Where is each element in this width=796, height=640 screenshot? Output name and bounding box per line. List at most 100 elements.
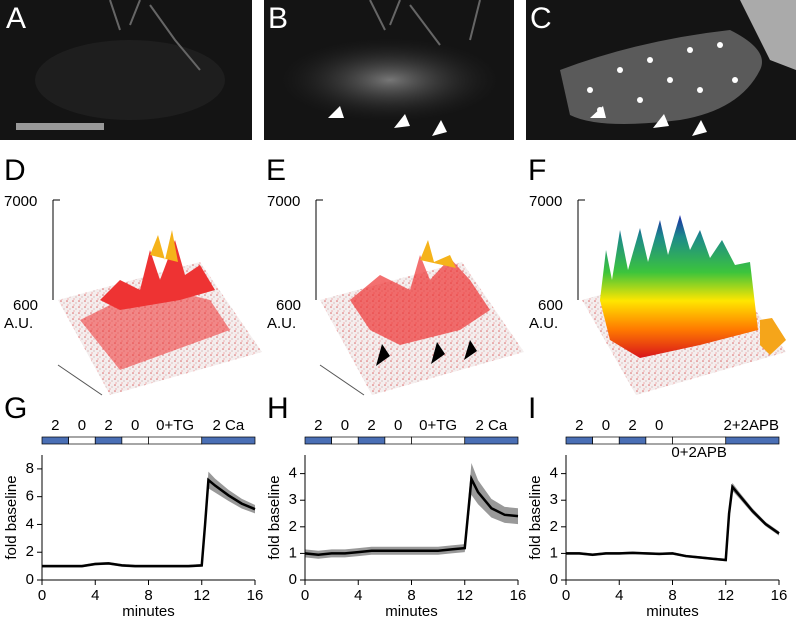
protocol-label: 0 bbox=[655, 417, 663, 434]
scale-bar bbox=[16, 123, 104, 130]
protocol-segment bbox=[464, 436, 519, 445]
x-tick-label: 0 bbox=[301, 587, 309, 604]
error-band bbox=[42, 471, 255, 568]
protocol-segment bbox=[68, 436, 96, 445]
protocol-label: 2+2APB bbox=[724, 417, 779, 434]
axis-label: 7000 bbox=[267, 193, 300, 210]
x-tick-label: 12 bbox=[456, 587, 473, 604]
x-tick-label: 8 bbox=[144, 587, 152, 604]
panel-label: G bbox=[4, 392, 27, 425]
axis-label: A.U. bbox=[267, 315, 296, 332]
protocol-segment bbox=[411, 436, 466, 445]
x-tick-label: 4 bbox=[615, 587, 623, 604]
y-tick-label: 2 bbox=[289, 518, 297, 535]
y-axis-label: fold baseline bbox=[527, 475, 544, 559]
protocol-segment bbox=[148, 436, 203, 445]
x-tick-label: 4 bbox=[354, 587, 362, 604]
protocol-label: 2 bbox=[314, 417, 322, 434]
data-line bbox=[566, 483, 780, 562]
image-a: A bbox=[0, 0, 252, 140]
protocol-segment bbox=[672, 436, 727, 445]
axis-label: 600 bbox=[538, 297, 563, 314]
x-tick-label: 0 bbox=[38, 587, 46, 604]
panel-label: D bbox=[4, 154, 26, 187]
surface-d: D 7000 600 A.U. bbox=[4, 154, 262, 396]
panel-label: B bbox=[268, 2, 288, 35]
protocol-segment bbox=[592, 436, 620, 445]
protocol-segment bbox=[357, 436, 386, 445]
data-line bbox=[42, 477, 256, 568]
axis-label: A.U. bbox=[4, 315, 33, 332]
x-tick-label: 4 bbox=[91, 587, 99, 604]
surface-e: E 7000 600 A.U. bbox=[266, 154, 524, 396]
surface-f: F 7000 600 A.U. bbox=[528, 154, 786, 395]
protocol-segment bbox=[41, 436, 69, 445]
protocol-label: 2 bbox=[51, 417, 59, 434]
protocol-label: 2 Ca bbox=[213, 417, 245, 434]
x-tick-label: 12 bbox=[193, 587, 210, 604]
protocol-label: 0 bbox=[131, 417, 139, 434]
image-c: C bbox=[526, 0, 796, 140]
x-tick-label: 16 bbox=[247, 587, 264, 604]
protocol-label: 0+TG bbox=[419, 417, 457, 434]
x-axis-label: minutes bbox=[646, 603, 699, 620]
y-tick-label: 4 bbox=[289, 465, 297, 482]
image-b: B bbox=[264, 0, 514, 140]
protocol-segment bbox=[304, 436, 332, 445]
panel-label: I bbox=[528, 392, 536, 425]
protocol-segment bbox=[725, 436, 780, 445]
y-tick-label: 1 bbox=[550, 544, 558, 561]
x-tick-label: 8 bbox=[407, 587, 415, 604]
y-tick-label: 0 bbox=[289, 571, 297, 588]
protocol-label: 2 bbox=[575, 417, 583, 434]
y-axis-label: fold baseline bbox=[266, 475, 283, 559]
panel-label: E bbox=[266, 154, 286, 187]
protocol-label: 0 bbox=[602, 417, 610, 434]
error-band bbox=[566, 482, 779, 562]
protocol-label: 2 Ca bbox=[476, 417, 508, 434]
panel-label: A bbox=[6, 2, 26, 35]
y-tick-label: 3 bbox=[550, 491, 558, 508]
y-axis-label: fold baseline bbox=[3, 475, 20, 559]
y-tick-label: 4 bbox=[550, 465, 558, 482]
x-tick-label: 16 bbox=[771, 587, 788, 604]
y-tick-label: 0 bbox=[26, 571, 34, 588]
x-tick-label: 16 bbox=[510, 587, 527, 604]
protocol-segment bbox=[201, 436, 256, 445]
axis-label: 7000 bbox=[4, 193, 37, 210]
axis-label: A.U. bbox=[529, 315, 558, 332]
x-tick-label: 8 bbox=[668, 587, 676, 604]
axis-label: 600 bbox=[13, 297, 38, 314]
protocol-label: 2 bbox=[104, 417, 112, 434]
panel-label: C bbox=[530, 2, 552, 35]
protocol-label: 2 bbox=[628, 417, 636, 434]
y-tick-label: 1 bbox=[289, 544, 297, 561]
y-tick-label: 0 bbox=[550, 571, 558, 588]
x-axis-label: minutes bbox=[385, 603, 438, 620]
y-tick-label: 2 bbox=[26, 543, 34, 560]
axis-label: 600 bbox=[276, 297, 301, 314]
x-tick-label: 12 bbox=[717, 587, 734, 604]
axis-label: 7000 bbox=[529, 193, 562, 210]
y-tick-label: 6 bbox=[26, 488, 34, 505]
protocol-segment bbox=[331, 436, 359, 445]
protocol-label: 2 bbox=[367, 417, 375, 434]
protocol-label: 0 bbox=[341, 417, 349, 434]
protocol-segment bbox=[645, 436, 673, 445]
x-axis-label: minutes bbox=[122, 603, 175, 620]
protocol-label: 0 bbox=[78, 417, 86, 434]
protocol-segment bbox=[384, 436, 412, 445]
protocol-label: 0 bbox=[394, 417, 402, 434]
y-tick-label: 3 bbox=[289, 491, 297, 508]
y-tick-label: 2 bbox=[550, 518, 558, 535]
data-line bbox=[304, 474, 519, 556]
protocol-label: 0+2APB bbox=[671, 444, 726, 461]
y-tick-label: 8 bbox=[26, 460, 34, 477]
x-tick-label: 0 bbox=[562, 587, 570, 604]
panel-label: F bbox=[528, 154, 546, 187]
line-chart: G 2 0 2 0 0+TG 2 Ca 0 2 4 6 8 0 4 8 12 16 minutes fold bas… bbox=[3, 392, 263, 620]
protocol-segment bbox=[94, 436, 123, 445]
